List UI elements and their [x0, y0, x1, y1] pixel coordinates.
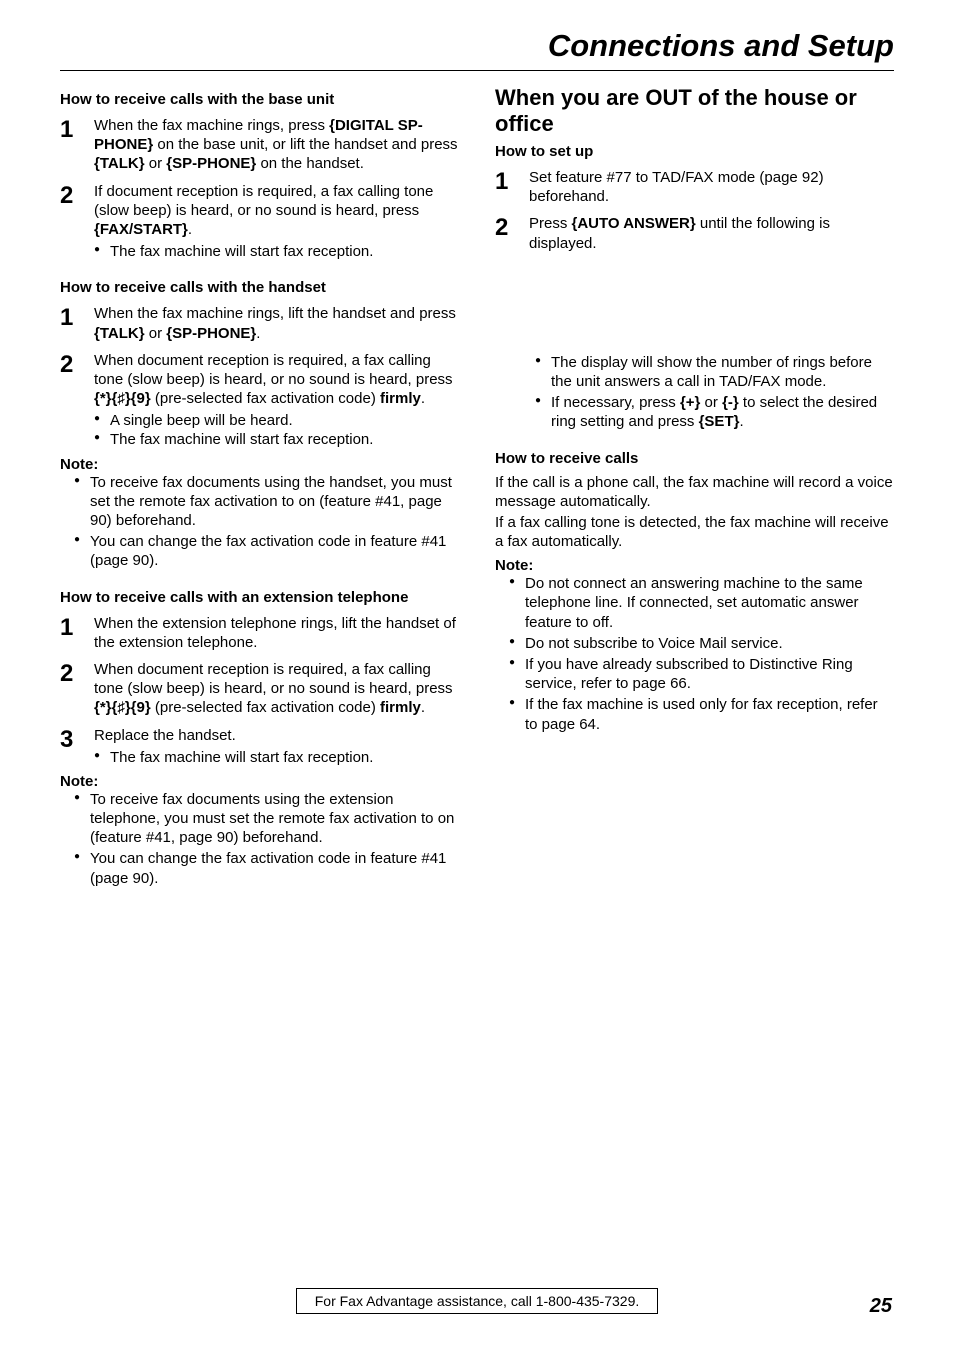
- key-label: {SP-PHONE}: [166, 155, 256, 172]
- step-number: 2: [495, 214, 529, 252]
- text: .: [421, 390, 425, 407]
- key-label: {AUTO ANSWER}: [572, 215, 696, 232]
- key-label: firmly: [380, 699, 421, 716]
- key-label: {*}{♯}{9}: [94, 699, 151, 716]
- bullet: The fax machine will start fax reception…: [94, 430, 459, 449]
- step-number: 1: [495, 168, 529, 206]
- text: .: [421, 699, 425, 716]
- step-number: 2: [60, 660, 94, 718]
- heading-base-unit: How to receive calls with the base unit: [60, 91, 459, 108]
- note-item: Do not subscribe to Voice Mail service.: [509, 634, 894, 653]
- note-item: To receive fax documents using the hands…: [74, 473, 459, 531]
- bullet: A single beep will be heard.: [94, 411, 459, 430]
- step: 2 When document reception is required, a…: [60, 351, 459, 450]
- note-item: You can change the fax activation code i…: [74, 849, 459, 887]
- note-item: You can change the fax activation code i…: [74, 532, 459, 570]
- bullet: If necessary, press {+} or {-} to select…: [535, 393, 894, 431]
- heading-receive: How to receive calls: [495, 450, 894, 467]
- key-label: {TALK}: [94, 325, 145, 342]
- step-number: 1: [60, 116, 94, 174]
- paragraph: If the call is a phone call, the fax mac…: [495, 473, 894, 511]
- key-label: {+}: [680, 394, 700, 411]
- step-number: 1: [60, 614, 94, 652]
- step: 1 Set feature #77 to TAD/FAX mode (page …: [495, 168, 894, 206]
- step-body: Set feature #77 to TAD/FAX mode (page 92…: [529, 168, 894, 206]
- note-item: If you have already subscribed to Distin…: [509, 655, 894, 693]
- text: .: [256, 325, 260, 342]
- step-number: 2: [60, 182, 94, 262]
- step: 1 When the extension telephone rings, li…: [60, 614, 459, 652]
- text: Replace the handset.: [94, 726, 459, 745]
- note-item: Do not connect an answering machine to t…: [509, 574, 894, 632]
- step-number: 1: [60, 304, 94, 342]
- key-label: {SET}: [699, 413, 740, 430]
- text: Press: [529, 215, 572, 232]
- text: If document reception is required, a fax…: [94, 183, 433, 219]
- step: 1 When the fax machine rings, press {DIG…: [60, 116, 459, 174]
- text: or: [700, 394, 722, 411]
- step: 2 Press {AUTO ANSWER} until the followin…: [495, 214, 894, 252]
- text: (pre-selected fax activation code): [151, 390, 380, 407]
- step: 2 When document reception is required, a…: [60, 660, 459, 718]
- heading-setup: How to set up: [495, 143, 894, 160]
- text: .: [188, 221, 192, 238]
- text: When document reception is required, a f…: [94, 352, 453, 388]
- text: (pre-selected fax activation code): [151, 699, 380, 716]
- note-label: Note:: [60, 773, 459, 790]
- step-body: When the fax machine rings, press {DIGIT…: [94, 116, 459, 174]
- text: on the handset.: [256, 155, 364, 172]
- step: 2 If document reception is required, a f…: [60, 182, 459, 262]
- footer-box: For Fax Advantage assistance, call 1-800…: [296, 1288, 659, 1314]
- section-title-out: When you are OUT of the house or office: [495, 85, 894, 137]
- step-number: 3: [60, 726, 94, 767]
- footer: For Fax Advantage assistance, call 1-800…: [0, 1288, 954, 1314]
- text: .: [739, 413, 743, 430]
- content-columns: How to receive calls with the base unit …: [60, 85, 894, 890]
- step-body: When document reception is required, a f…: [94, 351, 459, 450]
- step-body: Press {AUTO ANSWER} until the following …: [529, 214, 894, 252]
- page-number: 25: [870, 1295, 892, 1318]
- step: 1 When the fax machine rings, lift the h…: [60, 304, 459, 342]
- step: 3 Replace the handset. The fax machine w…: [60, 726, 459, 767]
- note-label: Note:: [60, 456, 459, 473]
- note-label: Note:: [495, 557, 894, 574]
- text: When the fax machine rings, lift the han…: [94, 305, 456, 322]
- step-body: If document reception is required, a fax…: [94, 182, 459, 262]
- left-column: How to receive calls with the base unit …: [60, 85, 459, 890]
- key-label: {*}{♯}{9}: [94, 390, 151, 407]
- bullet: The display will show the number of ring…: [535, 353, 894, 391]
- text: on the base unit, or lift the handset an…: [153, 136, 457, 153]
- step-body: When the fax machine rings, lift the han…: [94, 304, 459, 342]
- bullet: The fax machine will start fax reception…: [94, 242, 459, 261]
- note-item: If the fax machine is used only for fax …: [509, 695, 894, 733]
- note-item: To receive fax documents using the exten…: [74, 790, 459, 848]
- text: Set feature #77 to TAD/FAX mode (page 92…: [529, 168, 894, 206]
- paragraph: If a fax calling tone is detected, the f…: [495, 513, 894, 551]
- heading-extension: How to receive calls with an extension t…: [60, 589, 459, 606]
- key-label: firmly: [380, 390, 421, 407]
- step-body: When the extension telephone rings, lift…: [94, 614, 459, 652]
- step-number: 2: [60, 351, 94, 450]
- text: or: [145, 325, 167, 342]
- key-label: {TALK}: [94, 155, 145, 172]
- step-body: When document reception is required, a f…: [94, 660, 459, 718]
- key-label: {SP-PHONE}: [166, 325, 256, 342]
- right-column: When you are OUT of the house or office …: [495, 85, 894, 890]
- key-label: {FAX/START}: [94, 221, 188, 238]
- text: or: [145, 155, 167, 172]
- key-label: {-}: [722, 394, 739, 411]
- step-body: Replace the handset. The fax machine wil…: [94, 726, 459, 767]
- text: When the extension telephone rings, lift…: [94, 614, 459, 652]
- text: When the fax machine rings, press: [94, 117, 329, 134]
- text: When document reception is required, a f…: [94, 661, 453, 697]
- text: If necessary, press: [551, 394, 680, 411]
- heading-handset: How to receive calls with the handset: [60, 279, 459, 296]
- page-title: Connections and Setup: [60, 28, 894, 71]
- bullet: The fax machine will start fax reception…: [94, 748, 459, 767]
